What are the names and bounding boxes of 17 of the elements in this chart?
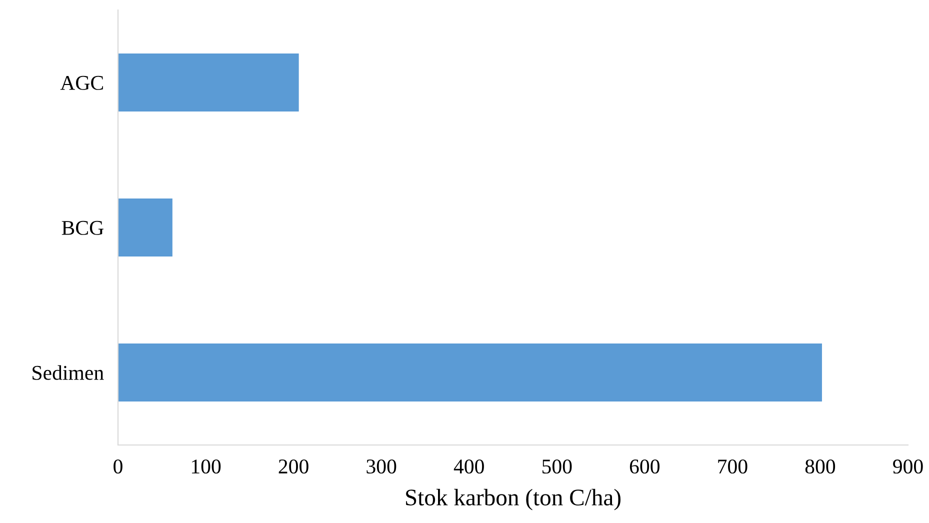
bar <box>118 344 822 402</box>
x-tick-label: 600 <box>630 459 660 474</box>
y-tick-label: Sedimen <box>32 365 104 380</box>
x-tick-label: 300 <box>366 459 396 474</box>
y-tick-label: AGC <box>60 76 103 90</box>
x-tick-label: 200 <box>278 459 308 474</box>
x-tick-label: 400 <box>454 459 484 474</box>
x-tick-label: 700 <box>718 459 748 474</box>
x-tick-label: 900 <box>893 459 923 474</box>
x-axis-title: Stok karbon (ton C/ha) <box>406 488 620 510</box>
x-tick-label: 100 <box>192 459 221 474</box>
x-tick-label: 0 <box>114 459 122 474</box>
bar <box>118 198 172 256</box>
y-tick-label: BCG <box>62 220 104 235</box>
x-tick-label: 500 <box>542 459 572 474</box>
x-tick-label: 800 <box>805 459 836 474</box>
bar <box>118 54 299 112</box>
